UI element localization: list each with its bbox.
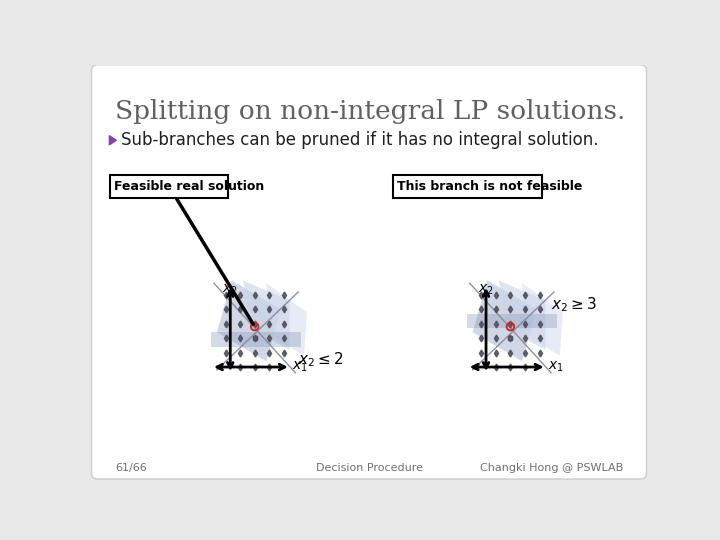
Polygon shape [522, 284, 563, 355]
Polygon shape [266, 284, 307, 355]
Text: $x_2$: $x_2$ [478, 282, 494, 296]
Text: This branch is not feasible: This branch is not feasible [397, 180, 582, 193]
Text: $x_2$$\leq$$2$: $x_2$$\leq$$2$ [298, 351, 343, 369]
Bar [211, 333, 301, 347]
FancyBboxPatch shape [91, 65, 647, 479]
Text: Sub-branches can be pruned if it has no integral solution.: Sub-branches can be pruned if it has no … [121, 131, 598, 149]
Polygon shape [217, 280, 281, 361]
Polygon shape [499, 280, 545, 350]
Bar [467, 314, 557, 328]
Text: $x_1$: $x_1$ [292, 360, 308, 374]
Text: Changki Hong @ PSWLAB: Changki Hong @ PSWLAB [480, 463, 624, 473]
Text: 61/66: 61/66 [114, 463, 147, 473]
FancyBboxPatch shape [110, 175, 228, 198]
FancyBboxPatch shape [393, 175, 542, 198]
Bar [253, 336, 257, 340]
Bar [508, 336, 513, 340]
Text: $x_1$: $x_1$ [548, 360, 564, 374]
Text: Decision Procedure: Decision Procedure [315, 463, 423, 473]
Text: $x_2$$\geq$$3$: $x_2$$\geq$$3$ [551, 295, 597, 314]
Text: $x_2$: $x_2$ [222, 282, 238, 296]
Polygon shape [243, 280, 289, 350]
Polygon shape [472, 280, 536, 361]
Text: Feasible real solution: Feasible real solution [114, 180, 264, 193]
Polygon shape [109, 136, 117, 145]
Text: Splitting on non-integral LP solutions.: Splitting on non-integral LP solutions. [114, 99, 625, 124]
